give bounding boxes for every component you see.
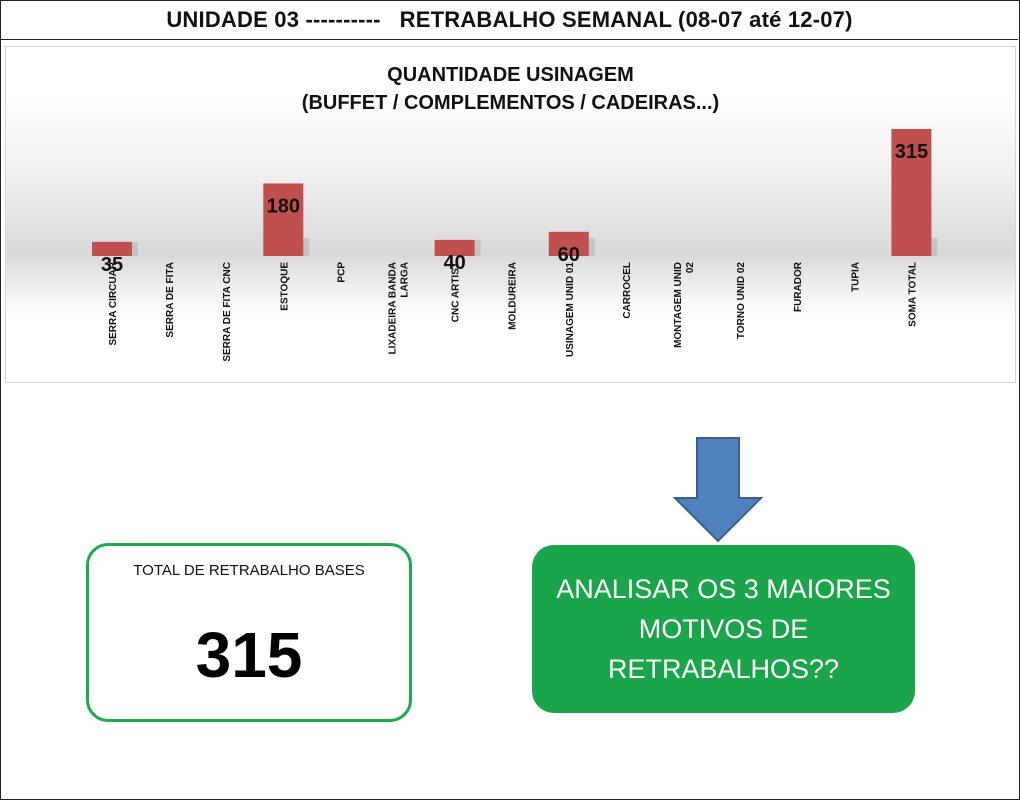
category-label-line: 02 xyxy=(685,262,696,274)
category-label-line: TUPIA xyxy=(850,262,861,292)
category-label-serra-de-fita-cnc: SERRA DE FITA CNC xyxy=(222,262,233,362)
bar-estoque xyxy=(263,183,304,256)
category-label-line: SERRA DE FITA xyxy=(165,262,176,338)
bar-usinagem-unid-01 xyxy=(548,231,589,256)
category-label-torno-unid-02: TORNO UNID 02 xyxy=(736,262,747,339)
chart-area: QUANTIDADE USINAGEM (BUFFET / COMPLEMENT… xyxy=(5,46,1016,383)
category-label-moldureira: MOLDUREIRA xyxy=(508,262,519,330)
data-label-usinagem-unid-01: 60 xyxy=(558,244,580,266)
category-label-usinagem-unid-01: USINAGEM UNID 01 xyxy=(565,262,576,357)
data-label-estoque: 180 xyxy=(267,195,300,217)
page-title: UNIDADE 03 ---------- RETRABALHO SEMANAL… xyxy=(1,1,1018,40)
data-label-cnc-artist: 40 xyxy=(443,252,465,274)
bar-cnc-artist xyxy=(434,239,475,256)
category-label-line: LIXADEIRA BANDA xyxy=(388,262,399,354)
category-label-carrocel: CARROCEL xyxy=(622,262,633,319)
category-label-line: CNC ARTIST xyxy=(451,262,462,322)
category-label-cnc-artist: CNC ARTIST xyxy=(451,262,462,322)
total-rework-box: TOTAL DE RETRABALHO BASES 315 xyxy=(86,543,412,722)
chart-title-line-1: QUANTIDADE USINAGEM xyxy=(387,64,634,86)
category-label-line: SERRA DE FITA CNC xyxy=(222,262,233,362)
category-label-tupia: TUPIA xyxy=(850,262,861,292)
category-label-line: ESTOQUE xyxy=(279,262,290,311)
chart-title: QUANTIDADE USINAGEM (BUFFET / COMPLEMENT… xyxy=(6,61,1015,117)
category-label-line: SERRA CIRCUAR xyxy=(108,261,119,345)
down-arrow-icon xyxy=(672,437,764,543)
bar-serra-circuar xyxy=(92,241,132,256)
category-label-montagem-unid-02: MONTAGEM UNID 02 xyxy=(673,262,696,348)
bar-soma-total xyxy=(891,129,932,256)
category-label-line: SOMA TOTAL xyxy=(907,262,918,327)
category-label-line: FURADOR xyxy=(793,261,804,312)
total-rework-value: 315 xyxy=(195,619,303,691)
data-label-serra-circuar: 35 xyxy=(101,254,123,276)
category-label-pcp: PCP xyxy=(336,262,347,283)
action-callout: ANALISAR OS 3 MAIORES MOTIVOS DE RETRABA… xyxy=(532,545,915,713)
category-label-soma-total: SOMA TOTAL xyxy=(907,262,918,327)
category-label-lixadeira-banda-larga: LIXADEIRA BANDA LARGA xyxy=(388,262,411,354)
category-label-line: TORNO UNID 02 xyxy=(736,262,747,339)
category-label-line: PCP xyxy=(336,262,347,283)
category-label-line: MOLDUREIRA xyxy=(508,262,519,330)
chart-title-line-2: (BUFFET / COMPLEMENTOS / CADEIRAS...) xyxy=(301,92,720,114)
total-rework-label: TOTAL DE RETRABALHO BASES xyxy=(133,562,365,579)
category-label-estoque: ESTOQUE xyxy=(279,262,290,311)
data-label-soma-total: 315 xyxy=(895,141,928,163)
action-callout-text: ANALISAR OS 3 MAIORES MOTIVOS DE RETRABA… xyxy=(556,574,891,684)
category-label-furador: FURADOR xyxy=(793,261,804,312)
category-label-line: LARGA xyxy=(400,262,411,298)
category-label-serra-de-fita: SERRA DE FITA xyxy=(165,262,176,338)
category-label-line: USINAGEM UNID 01 xyxy=(565,262,576,357)
category-label-line: CARROCEL xyxy=(622,262,633,319)
category-label-serra-circuar: SERRA CIRCUAR xyxy=(108,261,119,345)
category-label-line: MONTAGEM UNID xyxy=(673,262,684,348)
